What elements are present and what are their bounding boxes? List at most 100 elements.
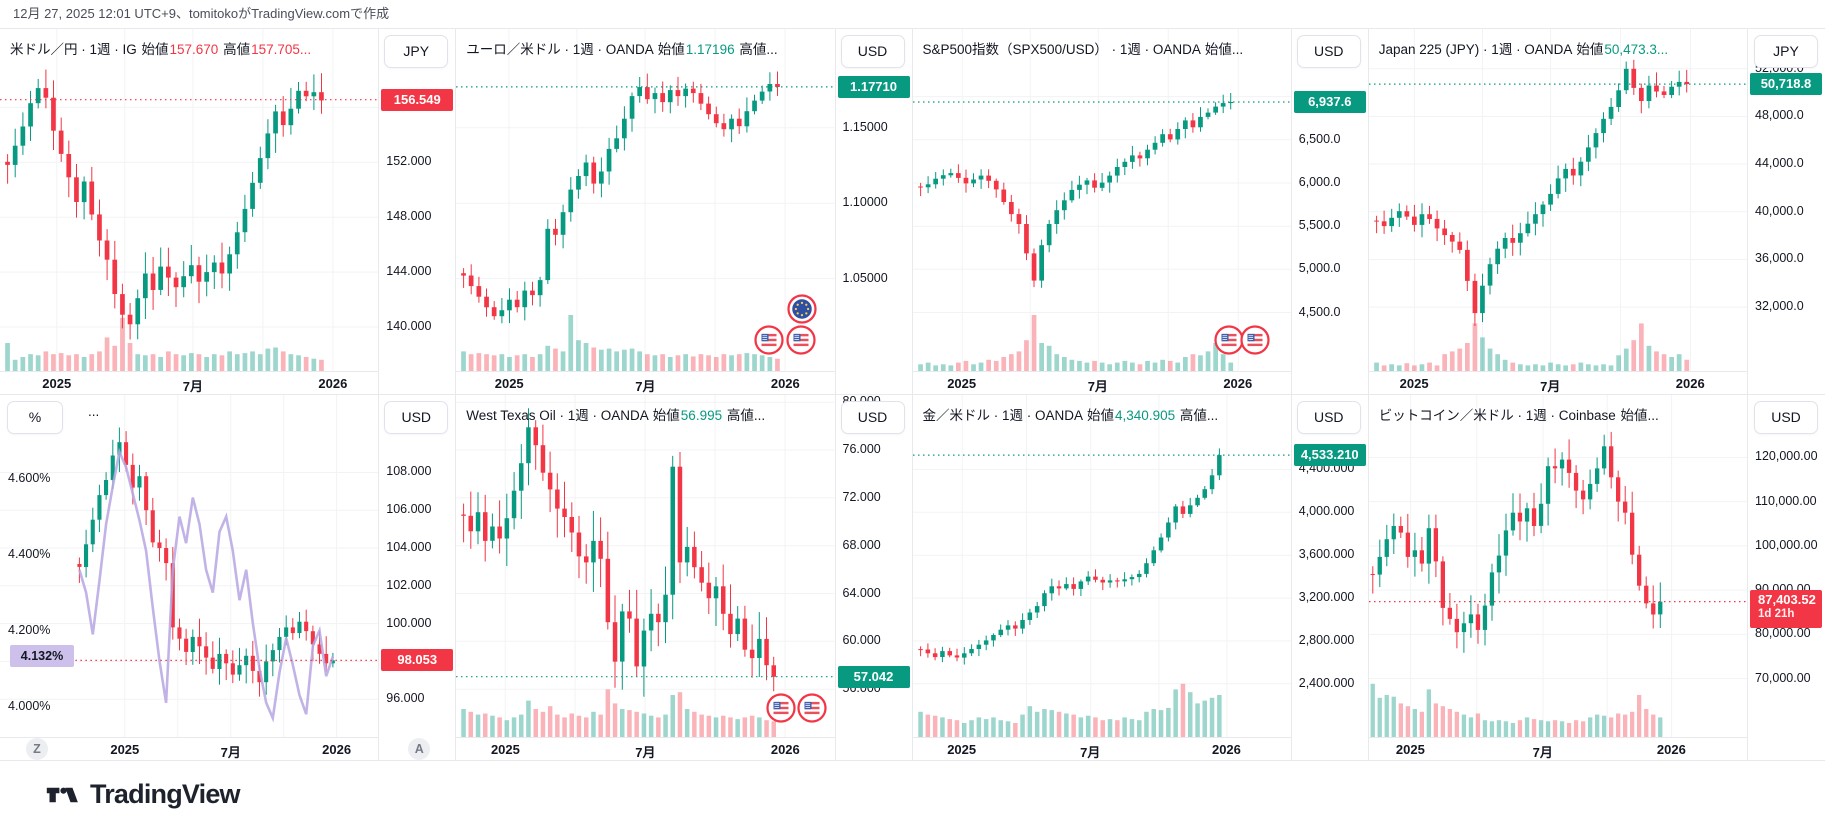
legend-text: ビットコイン／米ドル · 1週 · Coinbase (1378, 408, 1620, 423)
currency-button-japan225[interactable]: JPY (1754, 35, 1818, 68)
price-axis-label: 4,000.000 (1298, 504, 1355, 519)
price-axis-label: 140.000 (386, 319, 432, 334)
currency-button-spx500[interactable]: USD (1296, 35, 1361, 68)
us-flag-icon[interactable] (1239, 325, 1270, 355)
us-flag-icon[interactable] (754, 325, 784, 355)
legend-text: 高値... (723, 408, 766, 423)
chart-panel-gold: 金／米ドル · 1週 · OANDA 始値4,340.905 高値... 4,40… (912, 395, 1369, 761)
price-tag-countdown: 1d 21h (1758, 607, 1795, 620)
x-axis-label: 2026 (1211, 742, 1241, 757)
left-axis-label: 4.400% (8, 546, 51, 561)
price-axis-eur-usd[interactable]: 1.15000 1.10000 1.05000 1.17710 (834, 29, 913, 394)
price-axis-label: 3,600.000 (1298, 547, 1355, 562)
price-axis-label: 120,000.00 (1755, 449, 1818, 464)
scale-badge-a[interactable]: A (408, 738, 431, 760)
snapshot-attribution: 12月 27, 2025 12:01 UTC+9、tomitokoがTradin… (13, 6, 390, 21)
price-tag-value: 87,403.52 (1758, 591, 1816, 607)
scale-badge-z[interactable]: Z (26, 738, 48, 760)
time-axis-gold[interactable]: 2025 7月 2026 (912, 737, 1291, 761)
price-axis-spx500[interactable]: 7,000.06,500.06,000.05,500.05,000.04,500… (1290, 29, 1369, 394)
time-axis-spx500[interactable]: 2025 7月 2026 (912, 371, 1291, 395)
panel-legend-usd-jpy[interactable]: 米ドル／円 · 1週 · IG 始値157.670 高値157.705... (10, 38, 312, 58)
currency-button-yield-dxy[interactable]: USD (384, 401, 449, 434)
price-tag-btc-usd[interactable]: 87,403.52 1d 21h (1750, 589, 1822, 628)
legend-text: 4,340.905 (1115, 408, 1176, 423)
price-tag-japan225[interactable]: 50,718.8 (1750, 73, 1822, 96)
price-axis-wti[interactable]: 80.00076.00072.00068.00064.00060.00056.0… (834, 394, 913, 760)
legend-text: 始値... (1204, 42, 1244, 57)
chart-panel-btc-usd: ビットコイン／米ドル · 1週 · Coinbase 始値... 120,000.… (1368, 395, 1825, 761)
x-axis-label: 2025 (947, 376, 977, 391)
panel-legend-wti[interactable]: West Texas Oil · 1週 · OANDA 始値56.995 高値.… (466, 404, 766, 424)
panel-legend-yield-dxy[interactable]: ... (88, 404, 100, 419)
x-axis-label: 7月 (1087, 379, 1108, 394)
x-axis-label: 2026 (1656, 742, 1686, 757)
x-axis-label: 2026 (770, 376, 800, 391)
price-axis-btc-usd[interactable]: 120,000.00110,000.00100,000.0090,000.008… (1747, 395, 1825, 760)
currency-button-btc-usd[interactable]: USD (1754, 401, 1818, 434)
price-axis-japan225[interactable]: 52,000.048,000.044,000.040,000.036,000.0… (1747, 29, 1825, 394)
legend-text: ユーロ／米ドル · 1週 · OANDA (466, 42, 657, 57)
price-tag-yield-dxy[interactable]: 98.053 (381, 649, 454, 672)
time-axis-yield-dxy[interactable]: 2025 7月 2026 (0, 737, 379, 761)
panel-legend-spx500[interactable]: S&P500指数（SPX500/USD） · 1週 · OANDA 始値... (923, 38, 1245, 58)
plot-area-spx500[interactable]: S&P500指数（SPX500/USD） · 1週 · OANDA 始値... (912, 29, 1291, 371)
price-axis-gold[interactable]: 4,400.000 4,000.000 3,600.000 3,200.000 2,80… (1290, 395, 1369, 760)
panel-legend-eur-usd[interactable]: ユーロ／米ドル · 1週 · OANDA 始値1.17196 高値... (466, 38, 778, 58)
tradingview-logo-icon (46, 787, 78, 802)
time-axis-japan225[interactable]: 2025 7月 2026 (1368, 371, 1747, 395)
price-axis-label: 5,000.0 (1298, 261, 1341, 276)
plot-area-usd-jpy[interactable]: 米ドル／円 · 1週 · IG 始値157.670 高値157.705... (0, 29, 379, 371)
x-axis-label: 7月 (220, 745, 241, 760)
us-flag-icon[interactable] (766, 693, 796, 723)
plot-area-japan225[interactable]: Japan 225 (JPY) · 1週 · OANDA 始値50,473.3.… (1368, 29, 1747, 371)
chart-panel-wti: West Texas Oil · 1週 · OANDA 始値56.995 高値.… (456, 394, 913, 761)
legend-text: 始値 (141, 42, 169, 57)
price-axis-label: 32,000.0 (1755, 299, 1804, 314)
us-flag-icon[interactable] (786, 325, 816, 355)
tradingview-logo-text: TradingView (90, 779, 241, 809)
panel-legend-btc-usd[interactable]: ビットコイン／米ドル · 1週 · Coinbase 始値... (1379, 404, 1660, 424)
price-tag-wti[interactable]: 57.042 (837, 665, 910, 688)
left-axis-label: 4.000% (8, 698, 51, 713)
legend-text: S&P500指数（SPX500/USD） · 1週 · OANDA (922, 42, 1204, 57)
price-axis-usd-jpy[interactable]: 156.000152.000148.000144.000140.000156.5… (378, 29, 456, 394)
plot-area-yield-dxy[interactable]: ... 4.600% 4.400% 4.200% 4.000% 4.132% (0, 395, 379, 737)
price-axis-label: 100.000 (386, 615, 432, 630)
left-price-tag[interactable]: 4.132% (10, 645, 74, 668)
plot-area-wti[interactable]: West Texas Oil · 1週 · OANDA 始値56.995 高値.… (456, 395, 835, 737)
x-axis-label: 2026 (322, 742, 352, 757)
legend-text: 高値 (219, 42, 251, 57)
currency-button-gold[interactable]: USD (1296, 401, 1361, 434)
price-axis-label: 4,500.0 (1298, 304, 1341, 319)
price-tag-gold[interactable]: 4,533.210 (1293, 444, 1366, 467)
plot-area-gold[interactable]: 金／米ドル · 1週 · OANDA 始値4,340.905 高値... (912, 395, 1291, 737)
price-axis-label: 60.000 (842, 633, 881, 648)
us-flag-icon[interactable] (797, 693, 827, 723)
price-tag-spx500[interactable]: 6,937.6 (1293, 91, 1366, 113)
panel-legend-gold[interactable]: 金／米ドル · 1週 · OANDA 始値4,340.905 高値... (923, 404, 1220, 424)
left-axis-label: 4.200% (8, 622, 51, 637)
eu-flag-icon[interactable] (787, 294, 817, 324)
chart-panel-japan225: Japan 225 (JPY) · 1週 · OANDA 始値50,473.3.… (1368, 29, 1825, 395)
time-axis-eur-usd[interactable]: 2025 7月 2026 (456, 371, 835, 395)
price-axis-yield-dxy[interactable]: 108.000106.000104.000102.000100.00098.00… (378, 395, 456, 760)
time-axis-btc-usd[interactable]: 2025 7月 2026 (1368, 737, 1747, 761)
currency-button-usd-jpy[interactable]: JPY (384, 35, 449, 68)
price-tag-eur-usd[interactable]: 1.17710 (837, 75, 910, 98)
legend-text: 高値... (735, 42, 778, 57)
panel-legend-japan225[interactable]: Japan 225 (JPY) · 1週 · OANDA 始値50,473.3.… (1379, 38, 1669, 58)
currency-button-eur-usd[interactable]: USD (840, 35, 905, 68)
plot-area-btc-usd[interactable]: ビットコイン／米ドル · 1週 · Coinbase 始値... (1368, 395, 1747, 737)
time-axis-usd-jpy[interactable]: 2025 7月 2026 (0, 371, 379, 395)
left-axis-label: 4.600% (8, 470, 51, 485)
plot-area-eur-usd[interactable]: ユーロ／米ドル · 1週 · OANDA 始値1.17196 高値... (456, 29, 835, 371)
time-axis-wti[interactable]: 2025 7月 2026 (456, 737, 835, 761)
percent-scale-button[interactable]: % (7, 401, 63, 434)
price-axis-label: 64.000 (842, 585, 881, 600)
x-axis-label: 2025 (1399, 376, 1429, 391)
price-tag-usd-jpy[interactable]: 156.549 (381, 88, 454, 111)
chart-grid: 米ドル／円 · 1週 · IG 始値157.670 高値157.705... 15… (0, 28, 1825, 761)
legend-text: 始値... (1620, 408, 1659, 423)
currency-button-wti[interactable]: USD (840, 401, 905, 434)
